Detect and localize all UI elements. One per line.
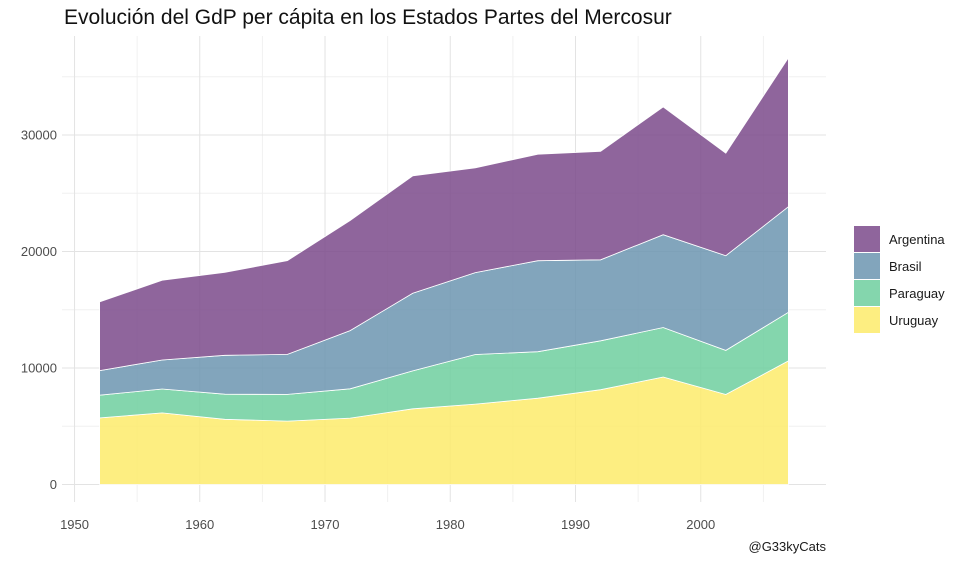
x-tick-label: 1970 xyxy=(311,517,340,532)
axis-labels: 0 10000 20000 30000 1950 1960 1970 1980 1990 2000 xyxy=(21,128,715,532)
legend-label-paraguay: Paraguay xyxy=(889,286,945,301)
legend-swatch-brasil xyxy=(854,253,880,279)
legend-label-uruguay: Uruguay xyxy=(889,313,939,328)
x-tick-label: 1990 xyxy=(561,517,590,532)
chart-caption: @G33kyCats xyxy=(748,539,827,554)
legend-swatch-paraguay xyxy=(854,280,880,306)
y-tick-label: 20000 xyxy=(21,244,57,259)
x-tick-label: 1980 xyxy=(436,517,465,532)
area-layers xyxy=(99,56,789,485)
legend-swatch-uruguay xyxy=(854,307,880,333)
x-tick-label: 1960 xyxy=(185,517,214,532)
legend-label-brasil: Brasil xyxy=(889,259,922,274)
area-argentina xyxy=(99,56,789,372)
x-tick-label: 1950 xyxy=(60,517,89,532)
legend-label-argentina: Argentina xyxy=(889,232,945,247)
chart-title: Evolución del GdP per cápita en los Esta… xyxy=(64,6,672,29)
y-tick-label: 10000 xyxy=(21,361,57,376)
legend: Argentina Brasil Paraguay Uruguay xyxy=(854,226,945,333)
legend-swatch-argentina xyxy=(854,226,880,252)
y-tick-label: 0 xyxy=(50,477,57,492)
y-tick-label: 30000 xyxy=(21,128,57,143)
x-tick-label: 2000 xyxy=(686,517,715,532)
